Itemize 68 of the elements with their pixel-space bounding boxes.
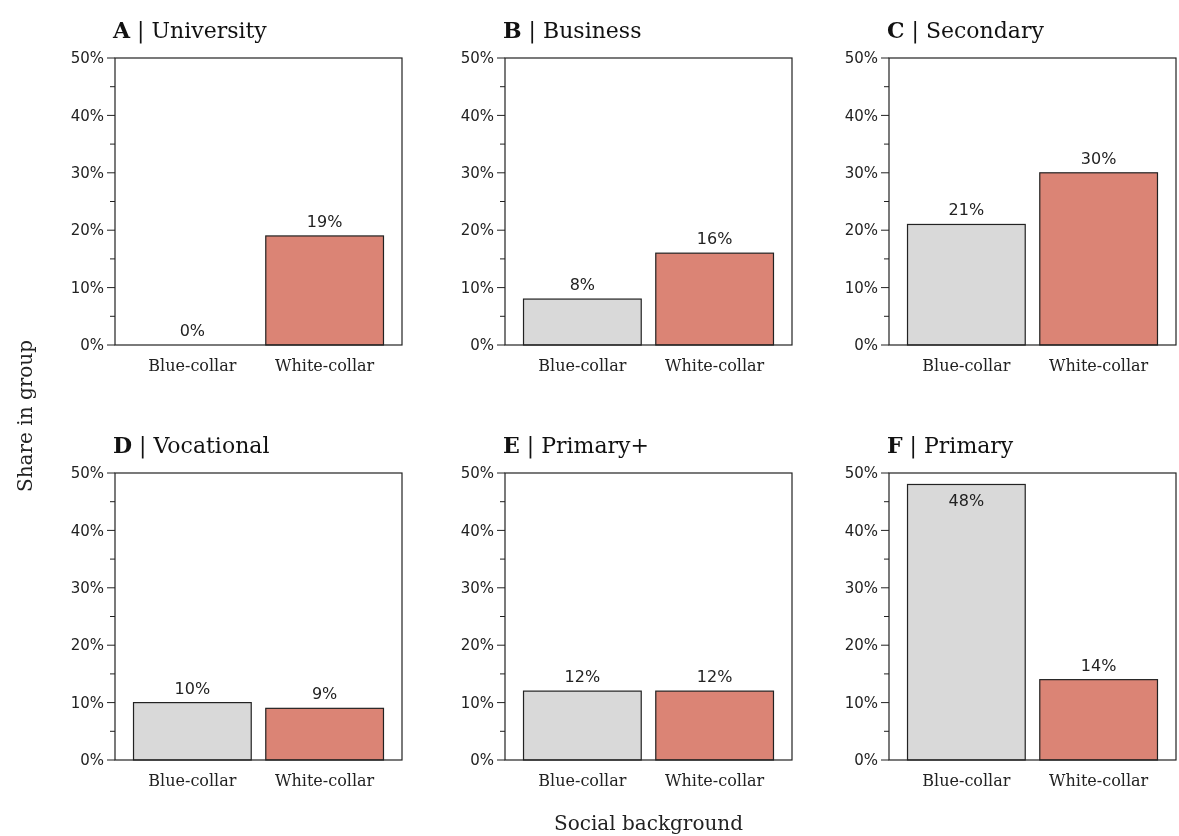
x-tick-label: Blue-collar	[148, 356, 237, 375]
x-tick-label: Blue-collar	[148, 771, 237, 790]
x-axis-title: Social background	[553, 811, 744, 835]
x-tick-label: White-collar	[275, 356, 375, 375]
chart-title: F | Primary	[887, 432, 1014, 459]
x-tick-label: White-collar	[275, 771, 375, 790]
y-tick-label: 10%	[460, 693, 494, 712]
y-tick-label: 20%	[460, 221, 494, 240]
y-tick-label: 0%	[470, 336, 494, 355]
y-tick-label: 50%	[844, 464, 878, 483]
data-label: 16%	[696, 229, 733, 249]
x-tick-label: Blue-collar	[922, 356, 1011, 375]
x-tick-label: White-collar	[1049, 356, 1149, 375]
chart-title: B | Business	[503, 17, 642, 44]
y-tick-label: 30%	[70, 579, 104, 598]
y-tick-label: 50%	[70, 464, 104, 483]
y-tick-label: 30%	[460, 164, 494, 183]
y-tick-label: 40%	[844, 521, 878, 540]
data-label: 48%	[948, 491, 985, 511]
y-tick-label: 0%	[470, 751, 494, 770]
x-tick-label: Blue-collar	[538, 356, 627, 375]
data-label: 9%	[311, 684, 338, 704]
y-tick-label: 50%	[460, 464, 494, 483]
y-tick-label: 50%	[70, 49, 104, 68]
x-tick-label: White-collar	[665, 771, 765, 790]
data-label: 21%	[948, 200, 985, 220]
data-label: 12%	[696, 667, 733, 687]
data-label: 30%	[1080, 148, 1117, 168]
y-tick-label: 10%	[844, 278, 878, 297]
y-tick-label: 10%	[70, 693, 104, 712]
y-tick-label: 20%	[844, 221, 878, 240]
y-tick-label: 20%	[460, 636, 494, 655]
chart-title: E | Primary+	[503, 432, 649, 459]
y-tick-label: 30%	[844, 164, 878, 183]
y-tick-label: 20%	[70, 221, 104, 240]
x-tick-label: White-collar	[665, 356, 765, 375]
y-tick-label: 40%	[70, 106, 104, 125]
y-axis-title: Share in group	[13, 340, 37, 492]
chart-title: C | Secondary	[887, 17, 1045, 44]
y-tick-label: 40%	[460, 521, 494, 540]
x-tick-label: Blue-collar	[538, 771, 627, 790]
y-tick-label: 40%	[460, 106, 494, 125]
y-tick-label: 50%	[844, 49, 878, 68]
y-tick-label: 10%	[844, 693, 878, 712]
data-label: 14%	[1080, 655, 1117, 675]
y-tick-label: 0%	[80, 336, 104, 355]
chart-title: A | University	[112, 17, 268, 44]
y-tick-label: 0%	[854, 336, 878, 355]
x-tick-label: Blue-collar	[922, 771, 1011, 790]
y-tick-label: 40%	[70, 521, 104, 540]
y-tick-label: 30%	[460, 579, 494, 598]
y-tick-label: 0%	[80, 751, 104, 770]
data-label: 10%	[174, 678, 211, 698]
data-label: 19%	[306, 211, 343, 231]
data-label: 12%	[564, 667, 601, 687]
chart-title: D | Vocational	[113, 432, 270, 459]
y-tick-label: 30%	[70, 164, 104, 183]
y-tick-label: 40%	[844, 106, 878, 125]
y-tick-label: 20%	[844, 636, 878, 655]
y-tick-label: 10%	[460, 278, 494, 297]
y-tick-label: 0%	[854, 751, 878, 770]
y-tick-label: 10%	[70, 278, 104, 297]
x-tick-label: White-collar	[1049, 771, 1149, 790]
y-tick-label: 50%	[460, 49, 494, 68]
y-tick-label: 20%	[70, 636, 104, 655]
data-label: 0%	[179, 321, 206, 340]
y-tick-label: 30%	[844, 579, 878, 598]
data-label: 8%	[569, 275, 596, 295]
